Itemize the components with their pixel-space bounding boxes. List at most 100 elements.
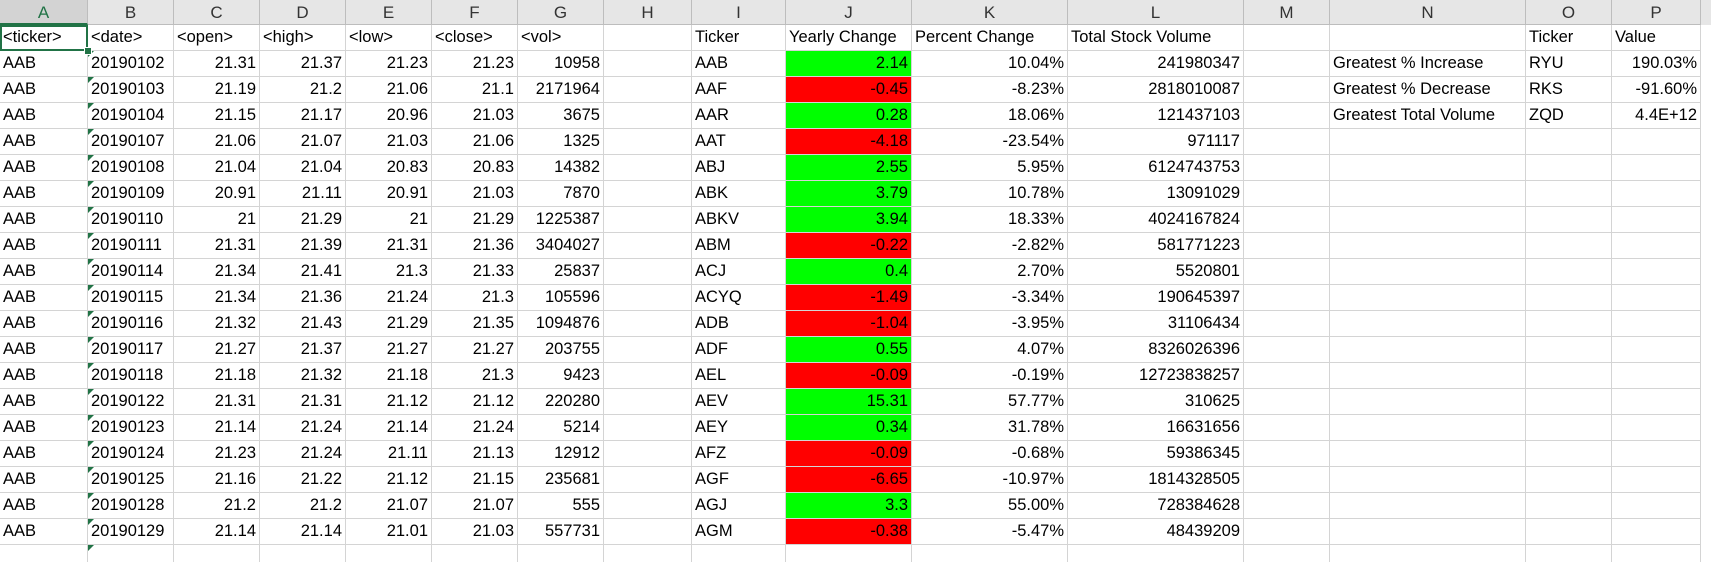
cell-b11[interactable]: 20190115 xyxy=(88,285,174,311)
cell-j4[interactable]: 0.28 xyxy=(786,103,912,129)
cell-m20[interactable] xyxy=(1244,519,1330,545)
cell-m1[interactable] xyxy=(1244,25,1330,51)
cell-e17[interactable]: 21.11 xyxy=(346,441,432,467)
cell-c12[interactable]: 21.32 xyxy=(174,311,260,337)
cell-m6[interactable] xyxy=(1244,155,1330,181)
cell-k16[interactable]: 31.78% xyxy=(912,415,1068,441)
cell-k11[interactable]: -3.34% xyxy=(912,285,1068,311)
cell-n14[interactable] xyxy=(1330,363,1526,389)
cell-i3[interactable]: AAF xyxy=(692,77,786,103)
cell-m19[interactable] xyxy=(1244,493,1330,519)
cell-m11[interactable] xyxy=(1244,285,1330,311)
cell-n12[interactable] xyxy=(1330,311,1526,337)
cell-d10[interactable]: 21.41 xyxy=(260,259,346,285)
cell-i16[interactable]: AEY xyxy=(692,415,786,441)
cell-m4[interactable] xyxy=(1244,103,1330,129)
cell-c18[interactable]: 21.16 xyxy=(174,467,260,493)
cell-l17[interactable]: 59386345 xyxy=(1068,441,1244,467)
cell-e15[interactable]: 21.12 xyxy=(346,389,432,415)
cell-a14[interactable]: AAB xyxy=(0,363,88,389)
cell-a17[interactable]: AAB xyxy=(0,441,88,467)
cell-i6[interactable]: ABJ xyxy=(692,155,786,181)
cell-k17[interactable]: -0.68% xyxy=(912,441,1068,467)
cell-g3[interactable]: 2171964 xyxy=(518,77,604,103)
cell-i17[interactable]: AFZ xyxy=(692,441,786,467)
cell-m13[interactable] xyxy=(1244,337,1330,363)
cell-m8[interactable] xyxy=(1244,207,1330,233)
cell-k19[interactable]: 55.00% xyxy=(912,493,1068,519)
cell-n4[interactable]: Greatest Total Volume xyxy=(1330,103,1526,129)
cell-g2[interactable]: 10958 xyxy=(518,51,604,77)
cell-p11[interactable] xyxy=(1612,285,1701,311)
cell-a18[interactable]: AAB xyxy=(0,467,88,493)
column-header-m[interactable]: M xyxy=(1244,0,1330,25)
cell-i15[interactable]: AEV xyxy=(692,389,786,415)
cell-p9[interactable] xyxy=(1612,233,1701,259)
cell-p2[interactable]: 190.03% xyxy=(1612,51,1701,77)
cell-o2[interactable]: RYU xyxy=(1526,51,1612,77)
cell-h10[interactable] xyxy=(604,259,692,285)
cell-p14[interactable] xyxy=(1612,363,1701,389)
cell-g18[interactable]: 235681 xyxy=(518,467,604,493)
cell-p16[interactable] xyxy=(1612,415,1701,441)
column-header-f[interactable]: F xyxy=(432,0,518,25)
cell-f4[interactable]: 21.03 xyxy=(432,103,518,129)
cell-j19[interactable]: 3.3 xyxy=(786,493,912,519)
cell-c4[interactable]: 21.15 xyxy=(174,103,260,129)
cell-h7[interactable] xyxy=(604,181,692,207)
column-header-p[interactable]: P xyxy=(1612,0,1701,25)
cell-j18[interactable]: -6.65 xyxy=(786,467,912,493)
cell-a16[interactable]: AAB xyxy=(0,415,88,441)
cell-d20[interactable]: 21.14 xyxy=(260,519,346,545)
cell-k14[interactable]: -0.19% xyxy=(912,363,1068,389)
cell-a6[interactable]: AAB xyxy=(0,155,88,181)
cell-f15[interactable]: 21.12 xyxy=(432,389,518,415)
cell-g17[interactable]: 12912 xyxy=(518,441,604,467)
cell-n9[interactable] xyxy=(1330,233,1526,259)
cell-k6[interactable]: 5.95% xyxy=(912,155,1068,181)
cell-n15[interactable] xyxy=(1330,389,1526,415)
cell-i11[interactable]: ACYQ xyxy=(692,285,786,311)
cell-p13[interactable] xyxy=(1612,337,1701,363)
cell-b9[interactable]: 20190111 xyxy=(88,233,174,259)
cell-p17[interactable] xyxy=(1612,441,1701,467)
cell-i12[interactable]: ADB xyxy=(692,311,786,337)
cell-n3[interactable]: Greatest % Decrease xyxy=(1330,77,1526,103)
cell-b10[interactable]: 20190114 xyxy=(88,259,174,285)
cell-c6[interactable]: 21.04 xyxy=(174,155,260,181)
cell-j5[interactable]: -4.18 xyxy=(786,129,912,155)
cell-k13[interactable]: 4.07% xyxy=(912,337,1068,363)
cell-h12[interactable] xyxy=(604,311,692,337)
cell-h13[interactable] xyxy=(604,337,692,363)
cell-c17[interactable]: 21.23 xyxy=(174,441,260,467)
cell-d15[interactable]: 21.31 xyxy=(260,389,346,415)
cell-c1[interactable]: <open> xyxy=(174,25,260,51)
cell-f20[interactable]: 21.03 xyxy=(432,519,518,545)
cell-c19[interactable]: 21.2 xyxy=(174,493,260,519)
cell-o1[interactable]: Ticker xyxy=(1526,25,1612,51)
cell-j7[interactable]: 3.79 xyxy=(786,181,912,207)
cell-i21[interactable] xyxy=(692,545,786,562)
cell-f18[interactable]: 21.15 xyxy=(432,467,518,493)
cell-n7[interactable] xyxy=(1330,181,1526,207)
cell-f3[interactable]: 21.1 xyxy=(432,77,518,103)
cell-c10[interactable]: 21.34 xyxy=(174,259,260,285)
cell-l3[interactable]: 2818010087 xyxy=(1068,77,1244,103)
cell-e12[interactable]: 21.29 xyxy=(346,311,432,337)
cell-n16[interactable] xyxy=(1330,415,1526,441)
column-header-o[interactable]: O xyxy=(1526,0,1612,25)
cell-k10[interactable]: 2.70% xyxy=(912,259,1068,285)
cell-h14[interactable] xyxy=(604,363,692,389)
cell-b18[interactable]: 20190125 xyxy=(88,467,174,493)
cell-c9[interactable]: 21.31 xyxy=(174,233,260,259)
cell-b4[interactable]: 20190104 xyxy=(88,103,174,129)
cell-e4[interactable]: 20.96 xyxy=(346,103,432,129)
cell-h17[interactable] xyxy=(604,441,692,467)
cell-d14[interactable]: 21.32 xyxy=(260,363,346,389)
cell-i1[interactable]: Ticker xyxy=(692,25,786,51)
cell-h3[interactable] xyxy=(604,77,692,103)
cell-n10[interactable] xyxy=(1330,259,1526,285)
cell-g1[interactable]: <vol> xyxy=(518,25,604,51)
cell-b17[interactable]: 20190124 xyxy=(88,441,174,467)
cell-g15[interactable]: 220280 xyxy=(518,389,604,415)
